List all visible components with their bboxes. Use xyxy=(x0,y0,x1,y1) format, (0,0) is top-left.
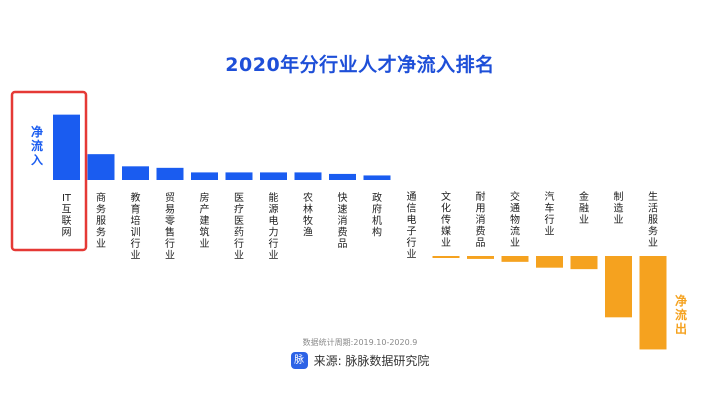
category-label-4: 房产建筑业 xyxy=(200,191,210,250)
bar-17 xyxy=(639,256,667,350)
maimai-logo-icon: 脉 xyxy=(290,352,308,369)
category-label-2: 教育培训行业 xyxy=(131,191,141,262)
bar-5 xyxy=(225,172,253,180)
category-label-8: 快速消费品 xyxy=(338,192,348,250)
category-label-1: 商务服务业 xyxy=(96,191,106,250)
category-label-17: 生活服务业 xyxy=(648,190,658,249)
category-label-9: 政府机构 xyxy=(372,191,382,239)
bar-11 xyxy=(432,256,460,258)
source-text: 来源: 脉脉数据研究院 xyxy=(313,354,430,368)
bar-2 xyxy=(122,166,149,180)
bar-7 xyxy=(294,172,322,180)
bar-1 xyxy=(87,154,115,180)
bar-13 xyxy=(501,256,529,262)
legend-net-inflow: 净流入 xyxy=(31,124,43,167)
category-label-3: 贸易零售行业 xyxy=(165,192,175,262)
category-label-6: 能源电力行业 xyxy=(269,191,279,262)
data-period-note: 数据统计周期:2019.10-2020.9 xyxy=(302,338,418,347)
category-label-7: 农林牧渔 xyxy=(303,191,313,239)
source-attribution: 脉 来源: 脉脉数据研究院 xyxy=(0,352,720,369)
bar-8 xyxy=(329,173,356,180)
bar-0 xyxy=(53,114,80,180)
category-label-0: IT 互联网 xyxy=(62,193,72,239)
chart-title: 2020年分行业人才净流入排名 xyxy=(225,54,495,76)
category-label-16: 制造业 xyxy=(614,190,624,226)
category-label-10: 通信电子行业 xyxy=(407,191,417,261)
legend-net-outflow: 净流出 xyxy=(675,293,687,336)
category-label-14: 汽车行业 xyxy=(545,190,555,238)
category-label-5: 医疗医药行业 xyxy=(234,192,244,262)
category-label-15: 金融业 xyxy=(579,190,589,226)
bar-3 xyxy=(156,167,184,180)
bar-4 xyxy=(191,172,218,180)
bar-6 xyxy=(260,172,287,180)
bar-12 xyxy=(467,256,494,259)
bar-9 xyxy=(363,175,391,180)
category-label-11: 文化传媒业 xyxy=(441,190,451,249)
bar-14 xyxy=(536,256,563,268)
highlight-box xyxy=(10,90,88,252)
bar-15 xyxy=(570,256,598,270)
bar-16 xyxy=(605,256,632,318)
category-label-13: 交通物流业 xyxy=(510,190,520,249)
category-label-12: 耐用消费品 xyxy=(476,190,486,249)
